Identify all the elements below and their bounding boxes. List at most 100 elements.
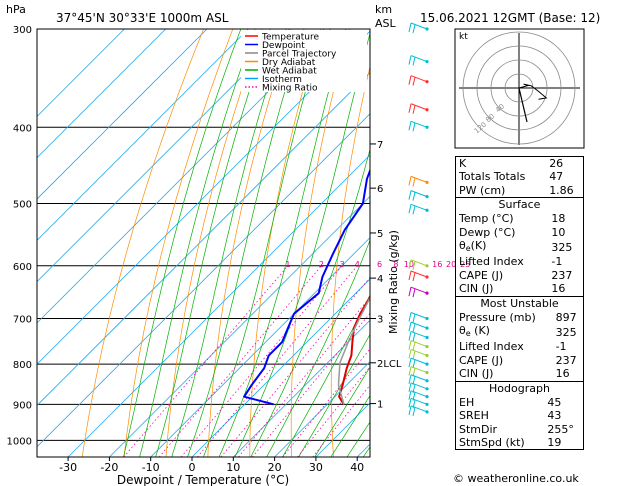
dry-adiabat-line <box>611 29 629 457</box>
index-row: Pressure (mb) 897 <box>456 311 583 324</box>
index-row: EH 45 <box>456 396 583 409</box>
mixing-ratio-label: 8 <box>393 260 398 269</box>
wind-barb-flag <box>408 75 412 85</box>
wet-adiabat-line <box>123 29 242 457</box>
pressure-tick-label: 900 <box>13 400 32 411</box>
pressure-tick-label: 1000 <box>7 436 32 447</box>
wind-barb-flag <box>408 287 412 297</box>
wind-barb <box>410 374 428 382</box>
isotherm-line <box>150 237 370 457</box>
mixing-ratio-label: 20 <box>446 260 456 269</box>
index-value: 10 <box>551 225 566 239</box>
temperature-line <box>338 295 370 405</box>
location-title: 37°45'N 30°33'E 1000m ASL <box>56 11 229 25</box>
wind-barb-dot <box>425 108 429 112</box>
isotherm-line <box>37 29 249 241</box>
index-value: 237 <box>555 353 577 367</box>
wet-adiabat-line <box>298 333 370 457</box>
index-value: 16 <box>551 282 566 296</box>
index-label: CIN (J) <box>459 282 494 296</box>
index-row: StmSpd (kt) 19 <box>456 436 583 449</box>
index-label: CIN (J) <box>459 367 494 381</box>
isotherm-line <box>37 29 208 200</box>
index-value: 18 <box>551 212 566 226</box>
wet-adiabat-line <box>330 395 370 457</box>
isotherm-line <box>37 29 332 324</box>
wind-barb-flag <box>408 270 412 281</box>
wind-barb-flag <box>408 259 412 269</box>
x-tick-label: 10 <box>226 461 240 474</box>
wind-barb-flag <box>412 272 416 282</box>
isotherm-line <box>37 30 370 365</box>
index-row: θe(K) 325 <box>456 239 583 255</box>
wind-barb <box>410 382 428 390</box>
wind-barb-flag <box>408 176 412 186</box>
index-row: SREH 43 <box>456 409 583 422</box>
mixing-ratio-axis-title: Mixing Ratio (g/kg) <box>387 230 400 334</box>
index-label: K <box>459 157 467 170</box>
pressure-tick-label: 800 <box>13 360 32 371</box>
wind-barb-flag <box>412 24 416 34</box>
wet-adiabat-line <box>139 29 256 457</box>
x-tick-label: -20 <box>100 461 118 474</box>
legend-label: Dewpoint <box>262 41 305 51</box>
km-label: km <box>375 3 392 16</box>
dry-adiabat-line <box>579 29 626 457</box>
x-tick-label: 0 <box>189 461 196 474</box>
index-value: 45 <box>547 395 562 409</box>
x-tick-label: 30 <box>309 461 323 474</box>
wind-barb-dot <box>425 379 429 383</box>
pressure-tick-label: 600 <box>13 262 32 273</box>
wind-barb-flag <box>408 366 412 376</box>
km-tick-label: 1 <box>377 400 383 411</box>
isotherm-line <box>37 29 125 117</box>
mixing-ratio-label: 6 <box>377 260 382 269</box>
pressure-tick-label: 300 <box>13 25 32 36</box>
surface-box: Surface Temp (°C) 18 Dewp (°C) 10 θe(K) 325 Li… <box>455 198 584 297</box>
wind-barb-flag <box>412 77 416 86</box>
index-value: 237 <box>551 268 573 282</box>
wind-barb-flag <box>408 331 412 341</box>
wind-barb <box>410 103 428 111</box>
index-label: SREH <box>459 409 489 423</box>
wind-barb <box>410 348 428 356</box>
wind-barb <box>410 312 428 319</box>
wind-barb-flag <box>412 205 416 215</box>
dry-adiabat-line <box>207 29 292 457</box>
wind-barb-dot <box>425 264 429 268</box>
legend-label: Temperature <box>261 33 319 43</box>
legend-label: Parcel Trajectory <box>262 50 337 60</box>
wind-barb-dot <box>425 335 429 340</box>
wind-barb-dot <box>425 291 429 295</box>
wind-barb <box>410 190 428 198</box>
wind-barb-flag <box>412 323 416 333</box>
hodograph-ring <box>490 59 548 117</box>
wind-barb-flag <box>408 103 412 113</box>
isotherm-line <box>37 29 290 283</box>
isotherm-line <box>37 113 370 448</box>
index-value: 19 <box>547 435 562 449</box>
mixing-ratio-line <box>180 265 343 457</box>
isotherm-line <box>233 319 370 457</box>
wind-barb-dot <box>425 344 429 349</box>
isotherm-line <box>191 278 370 457</box>
hodograph-ring <box>504 73 534 103</box>
wind-barb-flag <box>412 359 416 369</box>
wind-barb-dot <box>425 27 429 31</box>
wind-barb <box>410 175 428 183</box>
parcel-trajectory-line <box>337 296 370 405</box>
mixing-ratio-label: 25 <box>460 260 470 269</box>
most-unstable-box: Most Unstable Pressure (mb) 897 θe (K) 325 L… <box>455 296 584 382</box>
wind-barb <box>410 286 428 294</box>
index-row: Lifted Index -1 <box>456 255 583 268</box>
wind-barb-flag <box>408 204 412 214</box>
most-unstable-table: Pressure (mb) 897 θe (K) 325 Lifted Index -1 C… <box>456 311 583 381</box>
dry-adiabat-line <box>81 29 204 457</box>
index-label: θe(K) <box>459 239 487 254</box>
dry-adiabat-line <box>165 29 263 457</box>
plot-frame <box>36 28 371 458</box>
index-label: Lifted Index <box>459 255 524 269</box>
wind-barb-flag <box>408 312 412 322</box>
index-row: K 26 <box>456 157 583 170</box>
